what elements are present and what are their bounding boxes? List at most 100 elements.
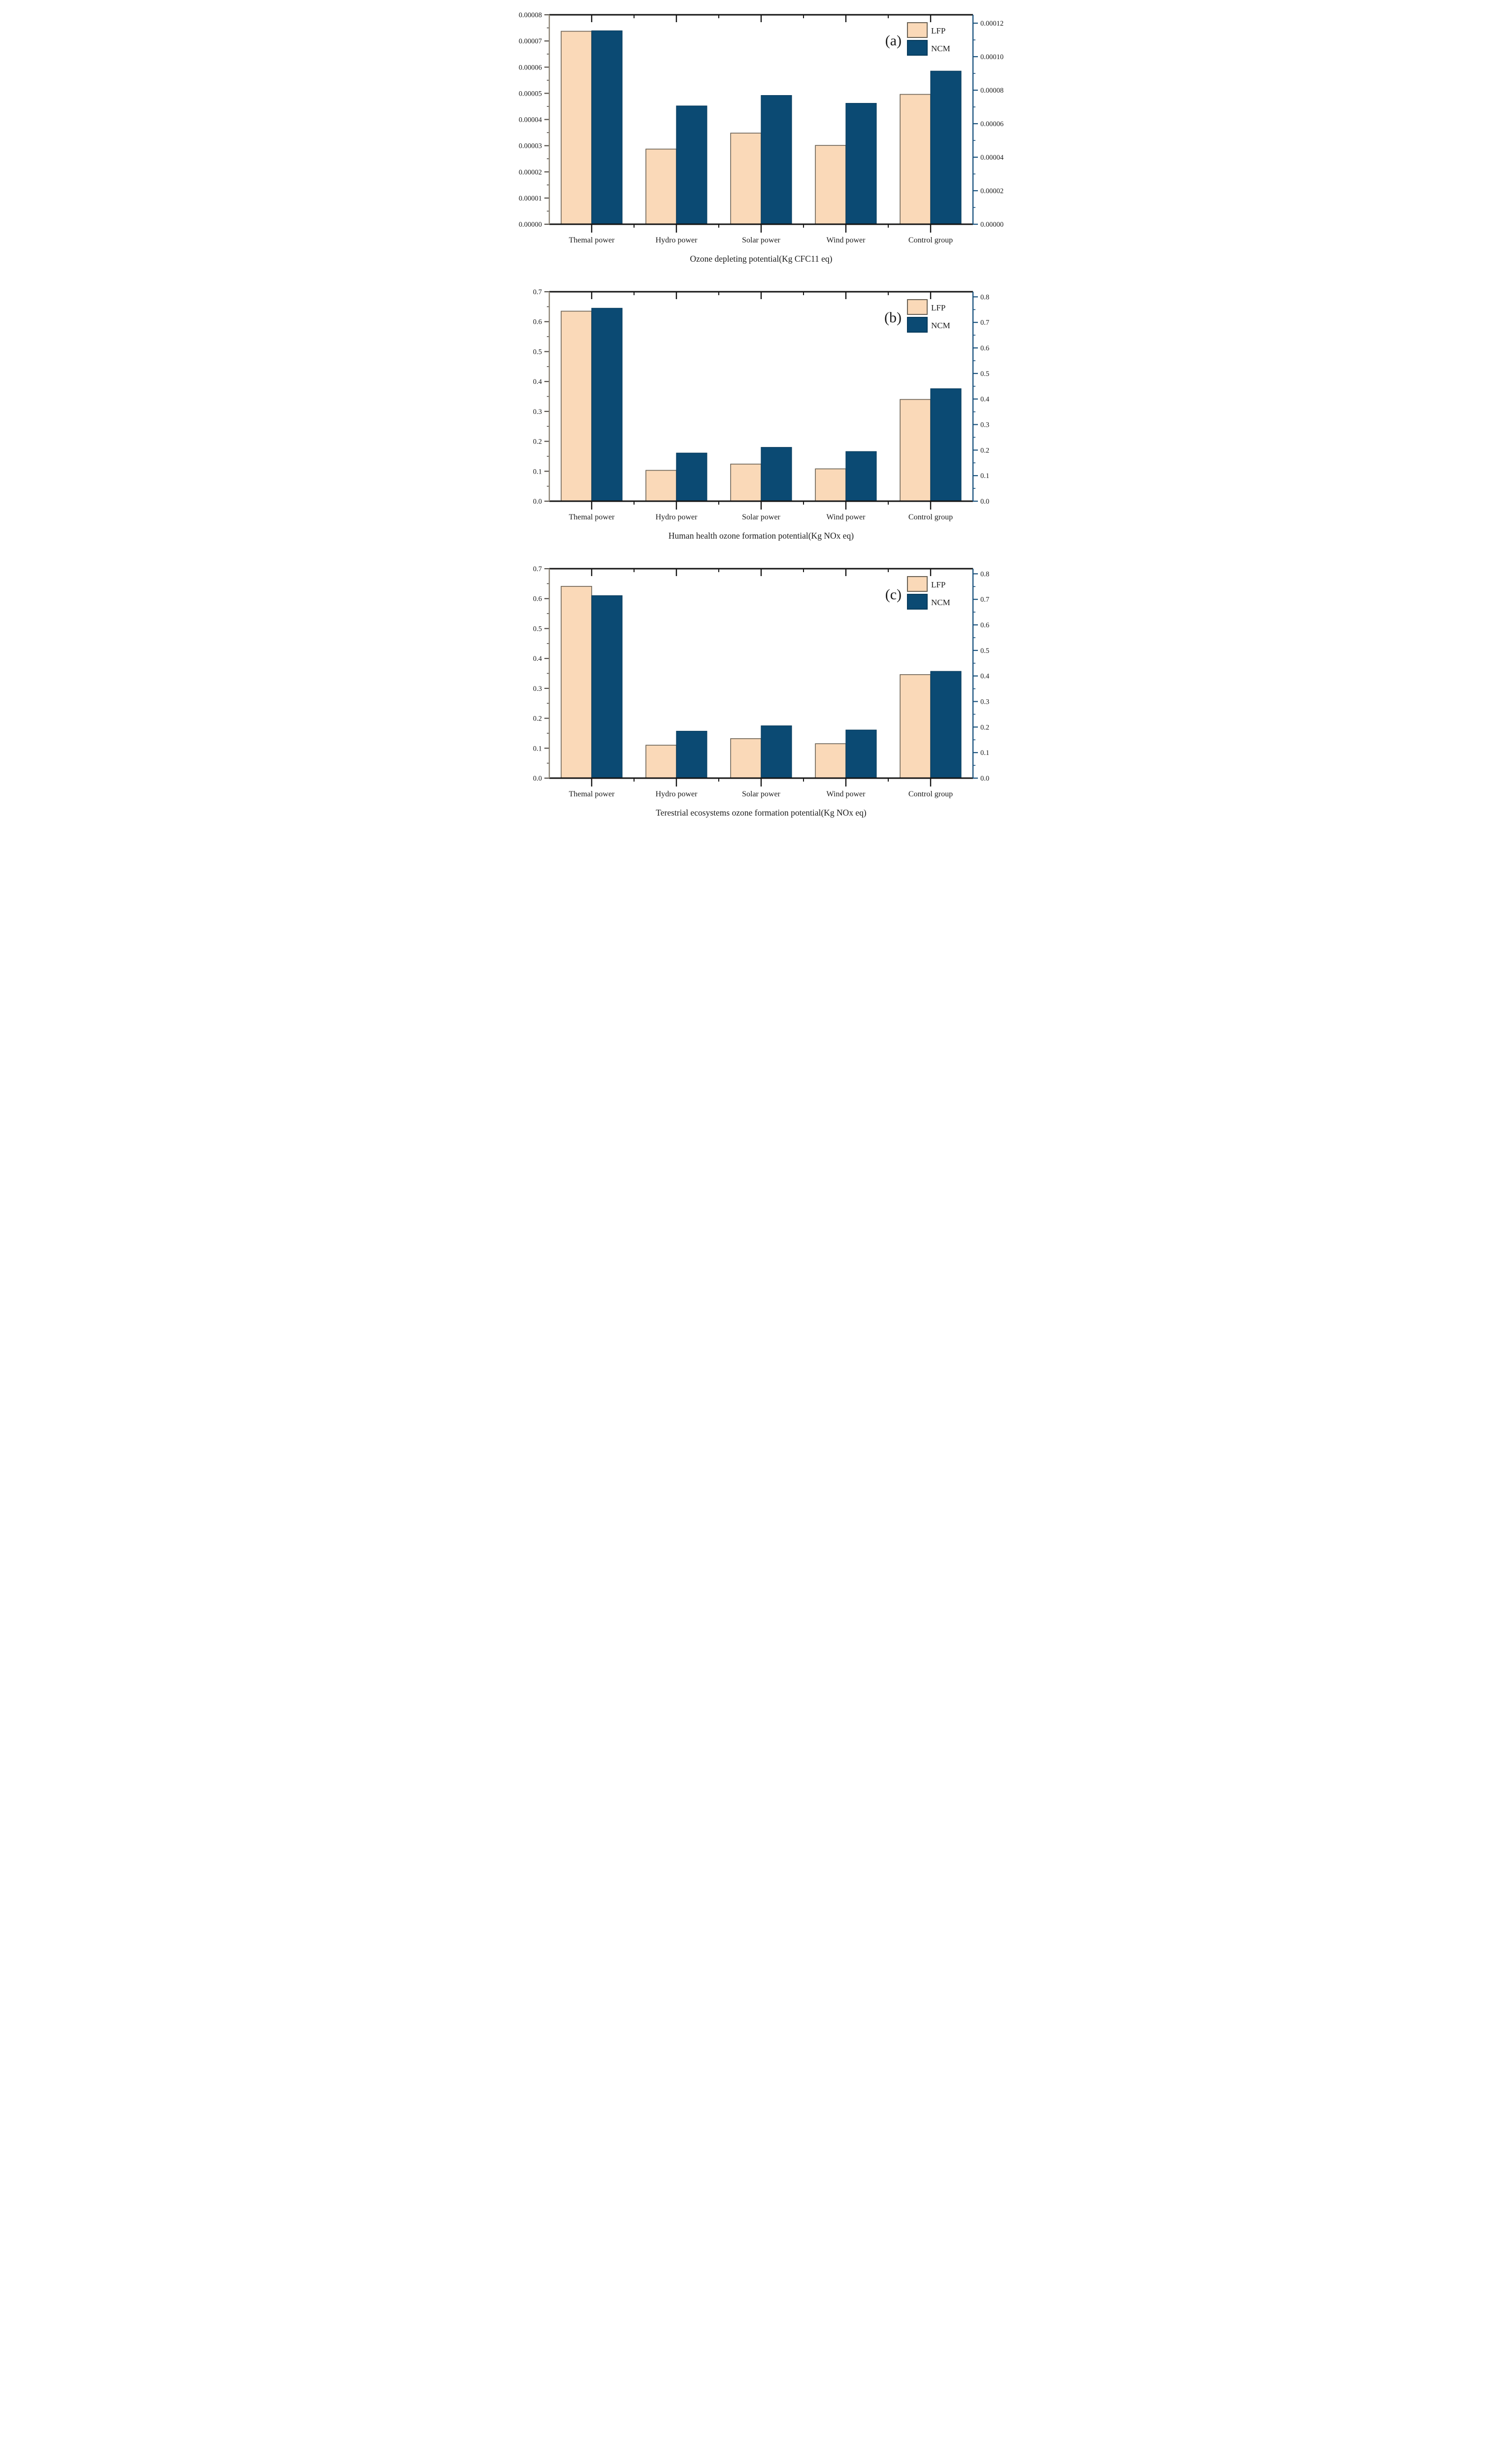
right-axis-tick-label: 0.2 <box>980 446 989 454</box>
ncm-bar <box>591 595 623 779</box>
ncm-bar <box>675 105 707 225</box>
category-label: Solar power <box>742 790 780 798</box>
lfp-bar <box>645 745 677 779</box>
lfp-bar <box>730 738 762 779</box>
chart-b: 0.0 0.1 0.2 0.3 0.4 0.5 0.6 0.7 0.0 0.1 0.2 0.3 0.4 0… <box>533 288 989 541</box>
panel-letter: (a) <box>885 33 901 49</box>
left-axis-tick-label: 0.00001 <box>518 195 541 203</box>
right-axis-tick-label: 0.5 <box>980 647 989 655</box>
right-axis-tick-label: 0.00010 <box>980 53 1004 61</box>
left-axis-tick-label: 0.3 <box>533 408 541 416</box>
lfp-bar <box>730 463 762 502</box>
chart-b-canvas: 0.0 0.1 0.2 0.3 0.4 0.5 0.6 0.7 0.0 0.1 0.2 0.3 0.4 0… <box>533 288 989 541</box>
right-axis-tick-label: 0.00004 <box>980 154 1004 162</box>
left-axis-tick-label: 0.6 <box>533 595 541 603</box>
x-axis-title: Human health ozone formation potential(K… <box>668 531 853 541</box>
left-axis-tick-label: 0.6 <box>533 318 541 326</box>
panel-a: 0.00000 0.00001 0.00002 0.00003 0.00004 0.000… <box>502 0 1005 277</box>
lfp-bar <box>814 743 846 779</box>
ncm-bar <box>675 452 707 502</box>
left-axis-tick-label: 0.5 <box>533 348 541 356</box>
left-axis-tick-label: 0.7 <box>533 288 541 296</box>
right-axis-tick-label: 0.1 <box>980 472 989 480</box>
left-axis-tick-label: 0.00004 <box>518 116 542 124</box>
x-axis-title: Terestrial ecosystems ozone formation po… <box>656 808 867 818</box>
left-axis-tick-label: 0.00006 <box>518 64 541 71</box>
left-axis-tick-label: 0.3 <box>533 685 541 693</box>
lfp-bar <box>645 470 677 502</box>
right-axis-tick-label: 0.3 <box>980 698 989 706</box>
left-axis-tick-label: 0.4 <box>533 378 542 386</box>
legend: LFP NCM <box>906 22 950 56</box>
left-axis-tick-label: 0.2 <box>533 438 541 446</box>
lfp-bar <box>730 133 762 225</box>
category-label: Hydro power <box>655 236 698 244</box>
right-axis-tick-label: 0.1 <box>980 749 989 757</box>
legend-lfp-label: LFP <box>931 580 945 589</box>
right-axis-tick-label: 0.00006 <box>980 120 1004 128</box>
category-label: Control group <box>908 513 952 521</box>
ncm-bar <box>930 70 962 225</box>
right-axis-tick-label: 0.00008 <box>980 87 1004 95</box>
panel-letter: (c) <box>885 586 901 603</box>
category-label: Themal power <box>569 790 615 798</box>
figure-page: 0.00000 0.00001 0.00002 0.00003 0.00004 0.000… <box>502 0 1005 831</box>
ncm-bar <box>591 30 623 225</box>
legend-ncm-label: NCM <box>931 321 950 330</box>
ncm-bar <box>591 308 623 502</box>
category-label: Solar power <box>742 513 780 521</box>
lfp-bar <box>645 148 677 225</box>
legend: LFP NCM <box>906 299 950 333</box>
category-label: Hydro power <box>655 790 698 798</box>
legend-lfp-swatch <box>906 576 928 592</box>
lfp-bar <box>560 586 592 779</box>
chart-a: 0.00000 0.00001 0.00002 0.00003 0.00004 0.000… <box>518 11 1004 264</box>
legend-ncm-swatch <box>906 594 928 610</box>
legend: LFP NCM <box>906 576 950 610</box>
right-axis-tick-label: 0.6 <box>980 344 989 352</box>
right-axis-tick-label: 0.3 <box>980 421 989 429</box>
lfp-bar <box>814 468 846 502</box>
category-label: Control group <box>908 236 952 244</box>
x-axis-title: Ozone depleting potential(Kg CFC11 eq) <box>690 254 832 264</box>
right-axis-tick-label: 0.8 <box>980 293 989 301</box>
right-axis-tick-label: 0.4 <box>980 673 990 681</box>
left-axis-tick-label: 0.0 <box>533 498 541 506</box>
left-axis-tick-label: 0.00003 <box>518 142 541 150</box>
category-label: Wind power <box>826 236 866 244</box>
left-axis-tick-label: 0.7 <box>533 565 541 573</box>
left-axis-tick-label: 0.00002 <box>518 169 541 176</box>
lfp-bar <box>899 399 931 502</box>
chart-a-canvas: 0.00000 0.00001 0.00002 0.00003 0.00004 0.000… <box>518 11 1004 264</box>
chart-c-canvas: 0.0 0.1 0.2 0.3 0.4 0.5 0.6 0.7 0.0 0.1 0.2 0.3 0.4 0… <box>533 565 989 818</box>
category-label: Control group <box>908 790 952 798</box>
ncm-bar <box>760 447 792 502</box>
lfp-bar <box>814 145 846 225</box>
chart-c: 0.0 0.1 0.2 0.3 0.4 0.5 0.6 0.7 0.0 0.1 0.2 0.3 0.4 0… <box>533 565 989 818</box>
legend-lfp-swatch <box>906 299 928 315</box>
category-label: Wind power <box>826 790 866 798</box>
ncm-bar <box>760 95 792 225</box>
left-axis-tick-label: 0.1 <box>533 745 541 753</box>
ncm-bar <box>845 451 877 502</box>
ncm-bar <box>930 388 962 502</box>
panel-c: 0.0 0.1 0.2 0.3 0.4 0.5 0.6 0.7 0.0 0.1 0.2 0.3 0.4 0… <box>502 554 1005 831</box>
left-axis-tick-label: 0.00000 <box>518 221 541 229</box>
legend-ncm-label: NCM <box>931 598 950 607</box>
legend-lfp-label: LFP <box>931 303 945 312</box>
right-axis-tick-label: 0.00002 <box>980 187 1004 195</box>
right-axis-tick-label: 0.7 <box>980 319 989 327</box>
lfp-bar <box>899 674 931 779</box>
left-axis-tick-label: 0.00008 <box>518 11 541 19</box>
lfp-bar <box>899 94 931 225</box>
right-axis-tick-label: 0.4 <box>980 396 990 404</box>
right-axis-tick-label: 0.6 <box>980 621 989 629</box>
legend-ncm-label: NCM <box>931 44 950 53</box>
panel-b: 0.0 0.1 0.2 0.3 0.4 0.5 0.6 0.7 0.0 0.1 0.2 0.3 0.4 0… <box>502 277 1005 554</box>
category-label: Hydro power <box>655 513 698 521</box>
left-axis-tick-label: 0.4 <box>533 655 542 663</box>
right-axis-tick-label: 0.00000 <box>980 221 1004 229</box>
right-axis-tick-label: 0.5 <box>980 370 989 378</box>
right-axis-tick-label: 0.2 <box>980 723 989 731</box>
lfp-bar <box>560 310 592 502</box>
